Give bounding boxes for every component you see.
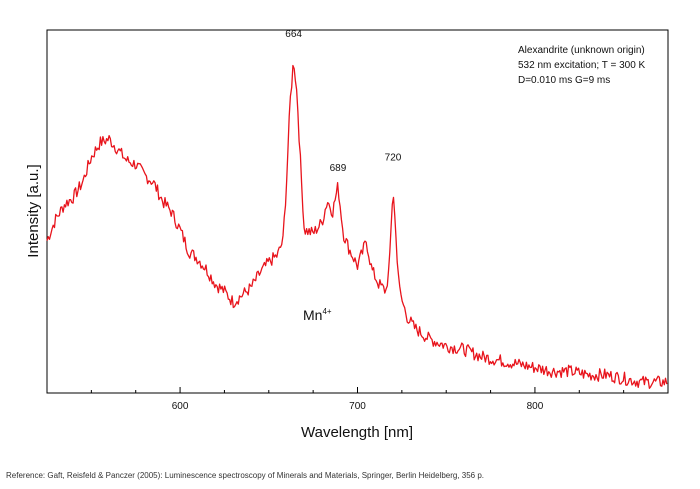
spectrum-line	[46, 64, 668, 389]
ion-label: Mn4+	[303, 307, 332, 323]
x-tick-label: 600	[172, 401, 189, 412]
legend-box: Alexandrite (unknown origin) 532 nm exci…	[518, 45, 646, 86]
ion-label-charge: 4+	[322, 307, 331, 316]
peak-label: 664	[285, 29, 302, 40]
peak-annotations: 664 689 720	[285, 29, 401, 174]
x-tick-label: 700	[349, 401, 366, 412]
x-axis-ticks: 600 700 800	[46, 387, 669, 412]
series-layer	[46, 64, 668, 389]
peak-label: 720	[385, 152, 402, 163]
spectrum-chart: 600 700 800 664 689 720 Wavelength [nm] Inte…	[25, 29, 669, 441]
x-axis-label: Wavelength [nm]	[301, 424, 413, 441]
legend-line-excitation: 532 nm excitation; T = 300 K	[518, 60, 646, 71]
x-tick-label: 800	[527, 401, 544, 412]
peak-label: 689	[330, 163, 347, 174]
reference-citation: Reference: Gaft, Reisfeld & Panczer (200…	[6, 471, 485, 480]
legend-line-sample: Alexandrite (unknown origin)	[518, 45, 645, 56]
y-axis-label: Intensity [a.u.]	[25, 164, 42, 257]
legend-line-gate: D=0.010 ms G=9 ms	[518, 75, 610, 86]
ion-label-base: Mn	[303, 307, 322, 323]
